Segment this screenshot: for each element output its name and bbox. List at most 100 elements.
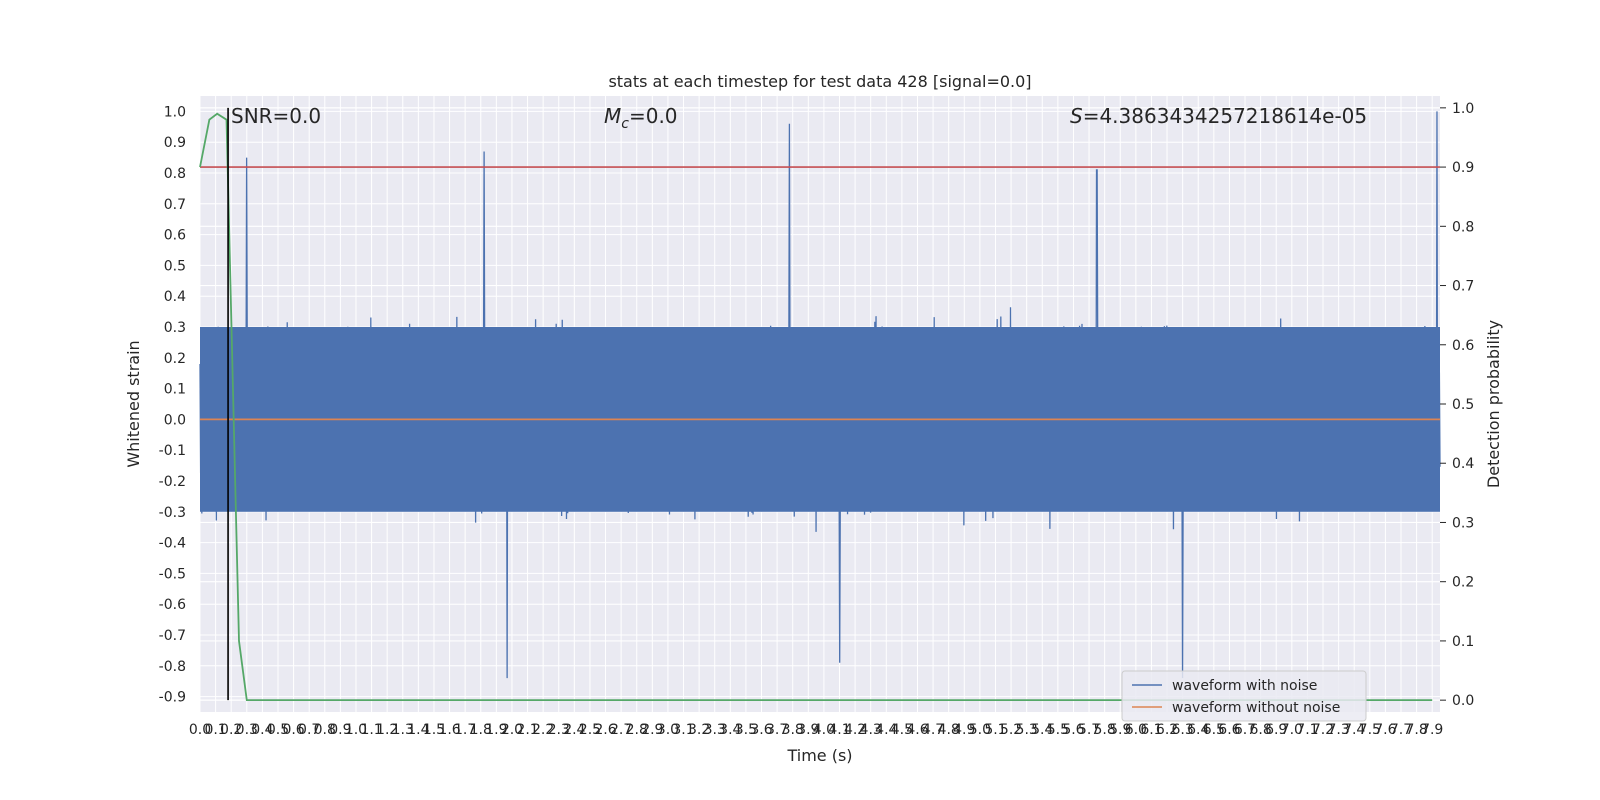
x-tick-label: 6.2: [1156, 722, 1178, 738]
x-tick-label: 2.7: [610, 722, 632, 738]
x-tick-label: 6.7: [1234, 722, 1256, 738]
x-tick-label: 3.5: [735, 722, 757, 738]
x-tick-label: 6.9: [1265, 722, 1287, 738]
x-tick-label: 1.6: [438, 722, 460, 738]
x-tick-label: 6.6: [1218, 722, 1240, 738]
x-tick-label: 4.7: [922, 722, 944, 738]
x-tick-label: 6.8: [1249, 722, 1271, 738]
x-tick-label: 5.3: [1016, 722, 1038, 738]
x-tick-label: 0.8: [314, 722, 336, 738]
y-tick-label: -0.5: [159, 566, 186, 582]
x-tick-label: 4.0: [813, 722, 835, 738]
legend-box: [1121, 670, 1367, 722]
x-tick-label: 5.2: [1000, 722, 1022, 738]
series-detection-probability: [199, 112, 1433, 702]
x-tick-label: 1.7: [454, 722, 476, 738]
x-tick-label: 1.2: [376, 722, 398, 738]
y-tick-label: 0.0: [164, 412, 186, 428]
y-tick-label: -0.7: [159, 628, 186, 644]
x-tick-label: 1.0: [345, 722, 367, 738]
y-tick-label: 0.8: [164, 166, 186, 182]
x-tick-label: 0.6: [282, 722, 304, 738]
x-tick-label: 7.3: [1327, 722, 1349, 738]
y-tick-label: 0.4: [164, 289, 186, 305]
y-tick-label: 1.0: [164, 104, 186, 120]
y-tick-label: 0.7: [164, 197, 186, 213]
x-tick-label: 7.5: [1359, 722, 1381, 738]
x-tick-label: 3.0: [657, 722, 679, 738]
x-tick-label: 7.7: [1390, 722, 1412, 738]
legend-label-clean: waveform without noise: [1172, 700, 1340, 716]
chart-marks: [199, 107, 1441, 702]
x-tick-label: 5.1: [984, 722, 1006, 738]
legend-label-noise: waveform with noise: [1172, 678, 1317, 694]
y-tick-label: -0.6: [159, 597, 186, 613]
chart-title: stats at each timestep for test data 428…: [608, 72, 1031, 91]
x-tick-label: 4.9: [953, 722, 975, 738]
x-tick-label: 2.9: [641, 722, 663, 738]
x-tick-label: 3.6: [750, 722, 772, 738]
x-tick-label: 2.2: [532, 722, 554, 738]
x-tick-label: 3.4: [719, 722, 741, 738]
x-tick-label: 5.5: [1047, 722, 1069, 738]
mc-annotation: Mc=0.0: [604, 104, 678, 132]
y-tick-label: -0.9: [159, 690, 186, 706]
y-tick-label: 0.5: [164, 258, 186, 274]
x-tick-label: 1.8: [470, 722, 492, 738]
y2-tick-label: 1.0: [1452, 101, 1474, 117]
x-tick-label: 4.2: [844, 722, 866, 738]
y2-tick-label: 0.5: [1452, 397, 1474, 413]
x-tick-label: 3.1: [672, 722, 694, 738]
x-tick-label: 4.5: [891, 722, 913, 738]
x-tick-label: 0.9: [329, 722, 351, 738]
x-tick-label: 1.5: [423, 722, 445, 738]
x-tick-label: 2.6: [594, 722, 616, 738]
x-tick-label: 3.8: [782, 722, 804, 738]
x-tick-label: 5.7: [1078, 722, 1100, 738]
snr-annotation: SNR=0.0: [231, 104, 321, 128]
x-tick-label: 5.0: [969, 722, 991, 738]
x-tick-label: 0.0: [189, 722, 211, 738]
x-tick-label: 4.3: [860, 722, 882, 738]
x-tick-label: 0.1: [204, 722, 226, 738]
x-tick-label: 6.4: [1187, 722, 1209, 738]
y2-tick-label: 0.9: [1452, 160, 1474, 176]
x-tick-label: 3.7: [766, 722, 788, 738]
x-tick-label: 2.1: [516, 722, 538, 738]
tick-labels: 0.00.10.20.30.40.50.60.70.80.91.01.11.21…: [159, 101, 1475, 738]
x-tick-label: 2.3: [548, 722, 570, 738]
y2-axis-label: Detection probability: [1484, 320, 1503, 488]
x-tick-label: 2.5: [579, 722, 601, 738]
x-axis-label: Time (s): [786, 746, 852, 765]
x-tick-label: 0.2: [220, 722, 242, 738]
x-tick-label: 7.4: [1343, 722, 1365, 738]
x-tick-label: 7.6: [1374, 722, 1396, 738]
x-tick-label: 0.5: [267, 722, 289, 738]
x-tick-label: 2.0: [501, 722, 523, 738]
x-tick-label: 3.9: [797, 722, 819, 738]
x-tick-label: 4.1: [828, 722, 850, 738]
y-tick-label: -0.2: [159, 474, 186, 490]
x-tick-label: 0.7: [298, 722, 320, 738]
x-tick-label: 7.9: [1421, 722, 1443, 738]
legend: waveform with noise waveform without noi…: [1121, 670, 1367, 722]
x-tick-label: 6.0: [1125, 722, 1147, 738]
y-tick-label: 0.2: [164, 351, 186, 367]
x-tick-label: 5.8: [1094, 722, 1116, 738]
x-tick-label: 1.4: [407, 722, 429, 738]
x-tick-label: 1.3: [392, 722, 414, 738]
y2-tick-label: 0.0: [1452, 693, 1474, 709]
x-tick-label: 7.2: [1312, 722, 1334, 738]
y-tick-label: 0.3: [164, 320, 186, 336]
x-tick-label: 7.0: [1281, 722, 1303, 738]
y2-tick-label: 0.1: [1452, 634, 1474, 650]
x-tick-label: 6.1: [1140, 722, 1162, 738]
x-tick-label: 5.9: [1109, 722, 1131, 738]
y-tick-label: -0.4: [159, 536, 186, 552]
x-tick-label: 0.4: [251, 722, 273, 738]
x-tick-label: 1.1: [360, 722, 382, 738]
x-tick-label: 3.2: [688, 722, 710, 738]
x-tick-label: 4.8: [938, 722, 960, 738]
x-tick-label: 2.4: [563, 722, 585, 738]
